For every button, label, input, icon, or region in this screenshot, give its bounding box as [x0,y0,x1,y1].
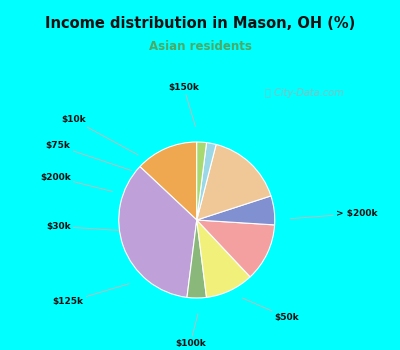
Wedge shape [119,167,197,298]
Wedge shape [197,220,274,277]
Text: Asian residents: Asian residents [148,40,252,53]
Text: Ⓢ City-Data.com: Ⓢ City-Data.com [265,88,344,98]
Wedge shape [197,220,250,298]
Wedge shape [187,220,206,298]
Text: $10k: $10k [62,116,138,155]
Text: $50k: $50k [242,298,299,322]
Text: $100k: $100k [175,314,206,348]
Text: Income distribution in Mason, OH (%): Income distribution in Mason, OH (%) [45,16,355,31]
Text: $75k: $75k [46,141,132,170]
Wedge shape [197,196,275,225]
Wedge shape [197,145,271,220]
Text: $125k: $125k [53,284,129,306]
Wedge shape [197,142,206,220]
Text: $150k: $150k [168,83,199,126]
Wedge shape [140,142,197,220]
Text: > $200k: > $200k [290,209,377,219]
Wedge shape [197,142,216,220]
Text: $200k: $200k [40,173,112,191]
Text: $30k: $30k [46,222,119,231]
